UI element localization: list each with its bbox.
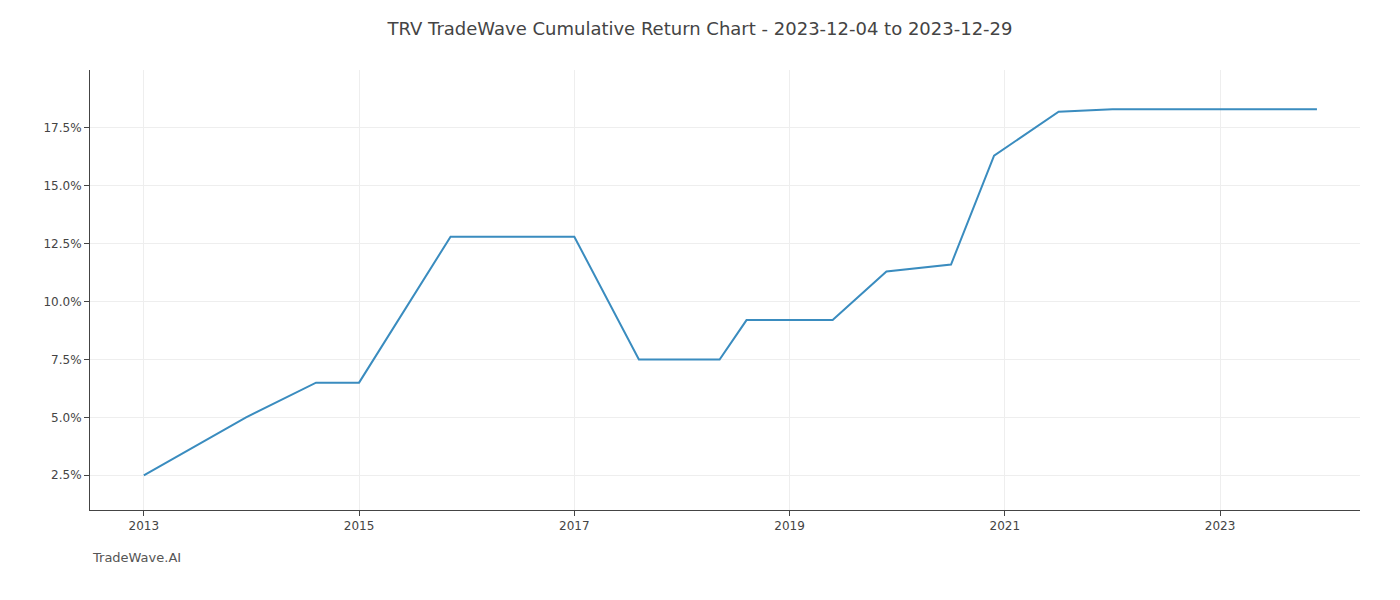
svg-text:2.5%: 2.5% <box>51 468 82 482</box>
svg-text:2017: 2017 <box>559 519 590 533</box>
svg-text:5.0%: 5.0% <box>51 411 82 425</box>
svg-text:2021: 2021 <box>990 519 1021 533</box>
svg-text:2019: 2019 <box>774 519 805 533</box>
svg-text:TradeWave.AI: TradeWave.AI <box>92 550 181 565</box>
svg-text:2023: 2023 <box>1205 519 1236 533</box>
svg-text:7.5%: 7.5% <box>51 353 82 367</box>
svg-text:12.5%: 12.5% <box>43 237 81 251</box>
svg-text:2013: 2013 <box>129 519 160 533</box>
svg-text:TRV TradeWave Cumulative Retur: TRV TradeWave Cumulative Return Chart - … <box>387 18 1013 39</box>
svg-text:10.0%: 10.0% <box>43 295 81 309</box>
svg-text:2015: 2015 <box>344 519 375 533</box>
svg-text:17.5%: 17.5% <box>43 121 81 135</box>
svg-text:15.0%: 15.0% <box>43 179 81 193</box>
